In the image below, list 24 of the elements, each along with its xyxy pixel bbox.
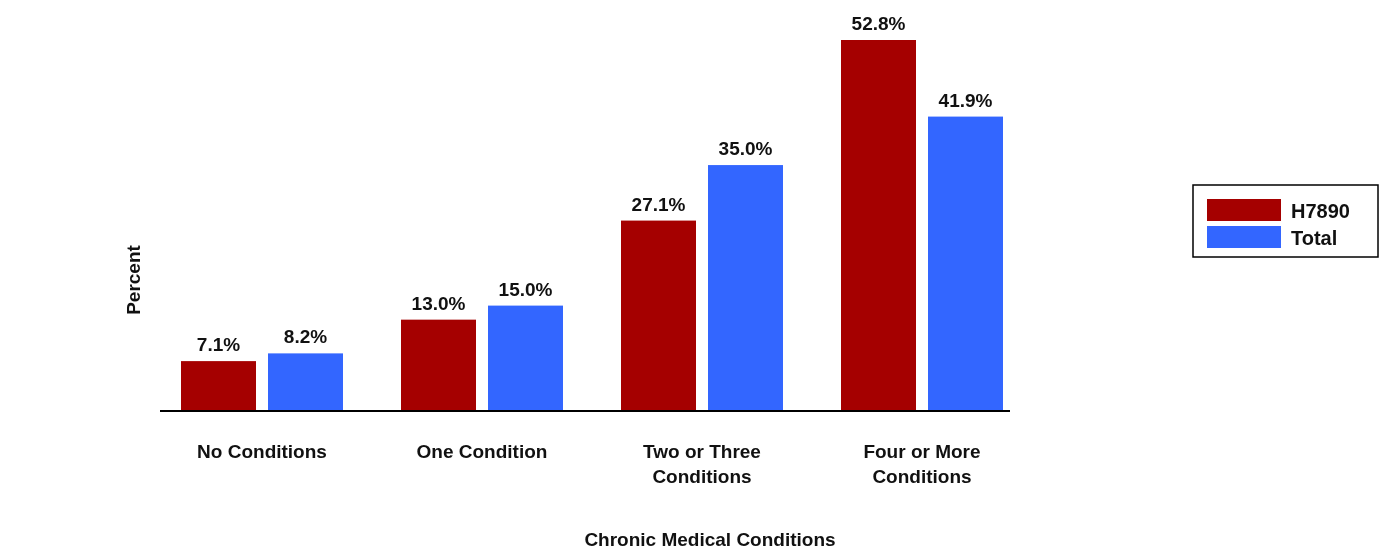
data-label: 52.8% <box>851 13 906 34</box>
data-label: 35.0% <box>718 138 773 160</box>
bar <box>928 116 1003 411</box>
bar <box>621 220 696 411</box>
legend-label: Total <box>1291 227 1338 249</box>
data-label: 13.0% <box>411 292 466 314</box>
y-axis-title: Percent <box>123 244 144 315</box>
data-label: 15.0% <box>498 278 553 300</box>
bar <box>181 361 256 411</box>
bar <box>268 353 343 411</box>
x-tick-label: One Condition <box>416 441 548 462</box>
legend-label: H7890 <box>1291 200 1350 222</box>
bar <box>401 319 476 411</box>
bar <box>708 165 783 411</box>
data-label: 41.9% <box>938 89 993 111</box>
data-label: 27.1% <box>631 193 686 215</box>
x-axis-title: Chronic Medical Conditions <box>584 529 836 548</box>
x-tick-label: Four or More Conditions <box>863 441 981 487</box>
bar <box>488 305 563 411</box>
x-tick-label: Two or Three Conditions <box>643 441 761 487</box>
data-label: 7.1% <box>196 334 241 356</box>
x-tick-label: No Conditions <box>197 441 327 462</box>
bar <box>841 40 916 411</box>
data-label: 8.2% <box>283 326 328 348</box>
